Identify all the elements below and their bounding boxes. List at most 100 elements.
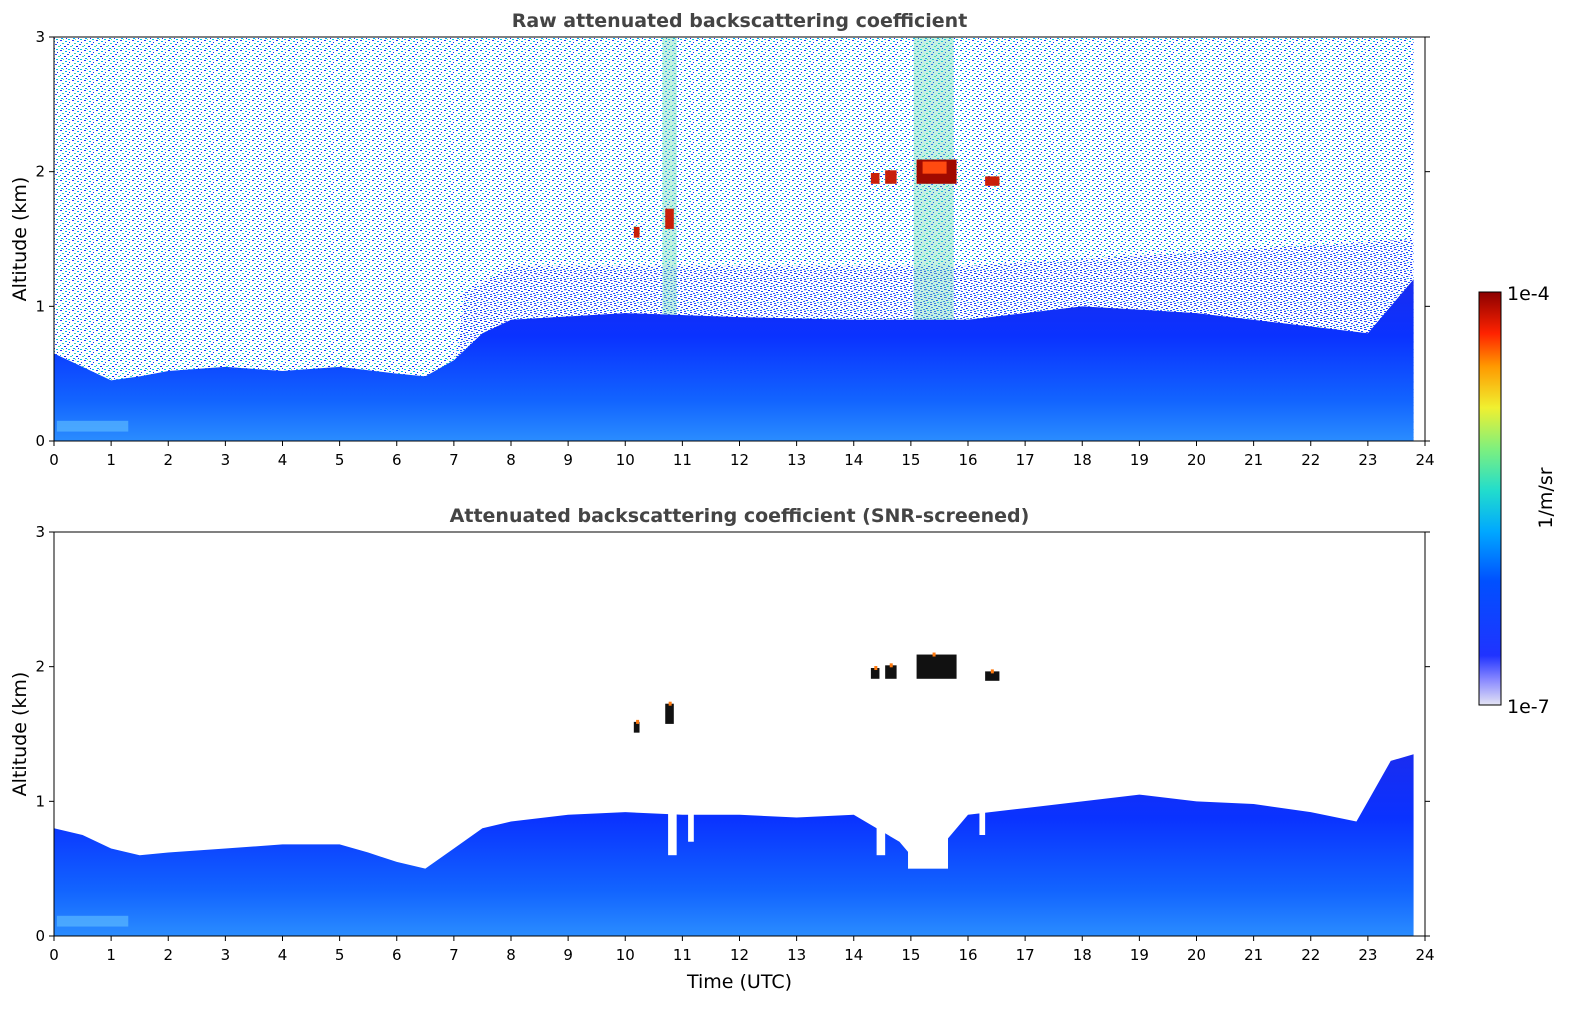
x-tick-label: 9 [563,946,573,964]
cloud-edge [932,652,936,657]
x-tick-label: 17 [1016,451,1035,469]
panel-1: Raw attenuated backscattering coefficien… [9,10,1435,469]
x-tick-label: 5 [335,946,345,964]
colorbar-gradient [1478,291,1502,706]
x-tick-label: 19 [1130,946,1149,964]
y-tick-label: 0 [35,432,45,450]
y-tick-label: 3 [35,523,45,541]
cloud-layer [665,703,674,724]
cloud-layer [633,226,640,238]
x-tick-label: 2 [163,451,173,469]
cloud-layer [916,654,957,679]
cloud-layer [870,668,880,679]
colorbar-min-label: 1e-7 [1507,696,1550,718]
boundary-layer [54,279,1414,441]
x-tick-label: 1 [106,451,116,469]
x-tick-label: 12 [730,946,749,964]
cloud-layer [885,665,897,679]
x-tick-label: 20 [1187,946,1206,964]
x-tick-label: 1 [106,946,116,964]
x-tick-label: 10 [616,451,635,469]
y-tick-label: 2 [35,658,45,676]
y-axis-label: Altitude (km) [9,672,31,797]
surface-aerosol [56,915,129,927]
cloud-edge [874,666,878,671]
cloud-layer [870,173,880,184]
x-tick-label: 9 [563,451,573,469]
surface-aerosol [56,420,129,432]
x-tick-label: 10 [616,946,635,964]
x-tick-label: 13 [787,451,806,469]
y-tick-label: 2 [35,163,45,181]
x-tick-label: 21 [1244,946,1263,964]
x-tick-label: 3 [221,946,231,964]
x-tick-label: 2 [163,946,173,964]
x-tick-label: 11 [673,451,692,469]
screened-gap [979,532,986,835]
y-tick-label: 1 [35,792,45,810]
cloud-layer [665,208,674,229]
screened-gap [668,532,677,856]
y-tick-label: 1 [35,297,45,315]
y-axis-label: Altitude (km) [9,177,31,302]
cloud-layer [633,721,640,733]
cloud-layer [885,170,897,184]
x-tick-label: 15 [901,451,920,469]
x-tick-label: 17 [1016,946,1035,964]
x-tick-label: 11 [673,946,692,964]
colorbar: 1e-4 1e-7 1/m/sr [1478,283,1557,718]
y-tick-label: 0 [35,927,45,945]
x-tick-label: 18 [1073,946,1092,964]
x-tick-label: 14 [844,451,863,469]
x-tick-label: 8 [506,946,516,964]
panel-2: Attenuated backscattering coefficient (S… [9,505,1435,993]
x-tick-label: 0 [49,946,59,964]
x-tick-label: 8 [506,451,516,469]
x-tick-label: 15 [901,946,920,964]
plot-area [54,37,1414,441]
screened-gap [876,532,886,856]
x-tick-label: 3 [221,451,231,469]
chart-title: Raw attenuated backscattering coefficien… [512,10,968,32]
cloud-layer [985,176,1000,186]
x-tick-label: 13 [787,946,806,964]
x-tick-label: 6 [392,451,402,469]
colorbar-unit-label: 1/m/sr [1535,467,1557,528]
x-tick-label: 5 [335,451,345,469]
cloud-layer [985,671,1000,681]
screened-gap [688,532,694,842]
cloud-edge [668,701,672,706]
cloud-edge [636,719,640,724]
screened-boundary-layer [54,754,1414,936]
chart-title: Attenuated backscattering coefficient (S… [450,505,1030,527]
x-tick-label: 7 [449,946,459,964]
y-tick-label: 3 [35,28,45,46]
x-tick-label: 16 [958,946,977,964]
x-tick-label: 24 [1415,946,1434,964]
colorbar-max-label: 1e-4 [1507,283,1550,305]
x-axis-label: Time (UTC) [686,971,792,993]
x-tick-label: 14 [844,946,863,964]
x-tick-label: 23 [1358,451,1377,469]
x-tick-label: 18 [1073,451,1092,469]
cloud-edge [889,663,893,668]
x-tick-label: 12 [730,451,749,469]
x-tick-label: 6 [392,946,402,964]
screened-gap [908,532,949,869]
x-tick-label: 16 [958,451,977,469]
cloud-edge [990,669,994,674]
x-tick-label: 24 [1415,451,1434,469]
x-tick-label: 0 [49,451,59,469]
x-tick-label: 7 [449,451,459,469]
x-tick-label: 23 [1358,946,1377,964]
plot-area [54,532,1414,936]
x-tick-label: 20 [1187,451,1206,469]
x-tick-label: 19 [1130,451,1149,469]
x-tick-label: 22 [1301,946,1320,964]
x-tick-label: 21 [1244,451,1263,469]
x-tick-label: 4 [278,946,288,964]
x-tick-label: 4 [278,451,288,469]
x-tick-label: 22 [1301,451,1320,469]
cloud-core [922,161,947,174]
